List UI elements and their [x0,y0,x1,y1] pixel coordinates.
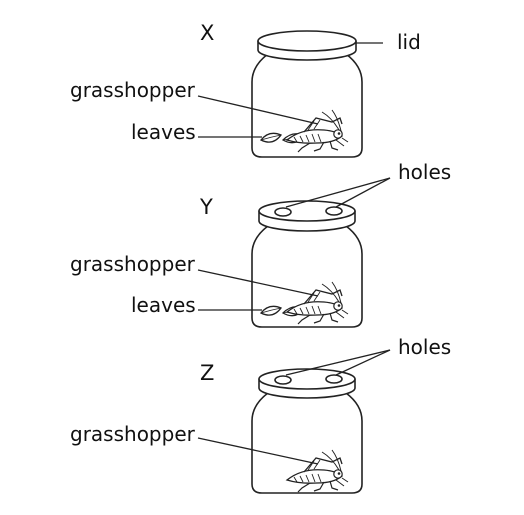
hole-z-right [325,374,343,384]
lid-top-x [257,30,357,52]
holes-leader-y-2 [335,177,391,208]
label-leaves-x: leaves [131,120,196,144]
holes-leader-z-2 [335,349,391,376]
hole-z-left [274,375,292,385]
label-grasshopper-y: grasshopper [70,252,196,276]
holes-leader-z-1 [285,349,391,376]
jar-y: Y holes grasshopper leaves [70,160,451,328]
grasshopper-leader-x [197,95,319,125]
label-grasshopper-z: grasshopper [70,422,196,446]
label-holes-z: holes [398,335,451,359]
label-holes-y: holes [398,160,451,184]
label-grasshopper-x: grasshopper [70,78,196,102]
jar-letter-y: Y [199,195,213,219]
jar-letter-z: Z [200,361,214,385]
hole-y-right [325,206,343,216]
label-lid: lid [397,30,421,54]
jar-body-z [251,392,363,494]
jar-z: Z holes grasshopper [70,335,451,494]
label-leaves-y: leaves [131,293,196,317]
holes-leader-y-1 [285,177,391,208]
grasshopper-leader-y [197,269,319,297]
grasshopper-leader-z [197,437,319,465]
jar-body-y [251,225,363,328]
jar-x: X lid grasshopper leaves [70,21,421,158]
hole-y-left [274,207,292,217]
jar-letter-x: X [200,21,214,45]
